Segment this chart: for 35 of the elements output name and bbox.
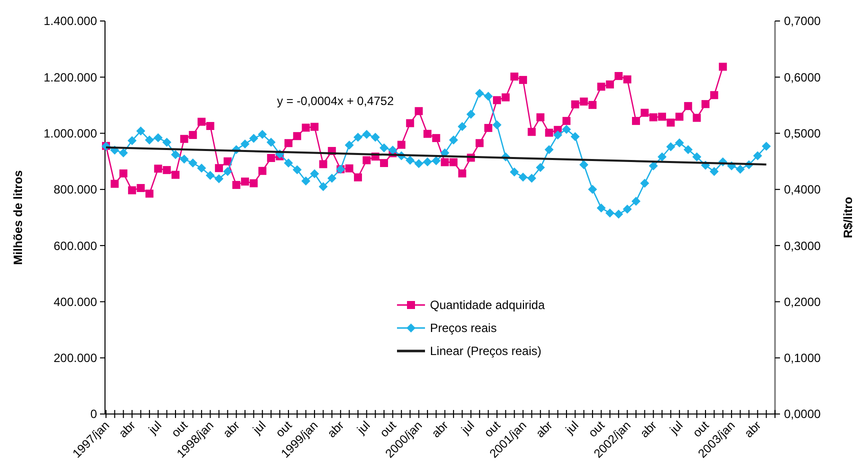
x-tick-label: jul	[145, 418, 164, 438]
y2-tick-label: 0,7000	[784, 14, 822, 28]
x-tick-label: abr	[116, 418, 138, 440]
y2-tick-label: 0,0000	[784, 407, 822, 422]
x-tick-label: abr	[533, 418, 556, 440]
y-tick-label: 0	[90, 407, 98, 422]
x-tick-label: jul	[562, 418, 582, 438]
x-tick-label: jul	[249, 418, 269, 438]
x-tick-label: jul	[458, 418, 478, 438]
annotation: y = -0,0004x + 0,4752	[277, 94, 394, 108]
y-tick-label: 1.000.000	[44, 126, 98, 140]
y2-tick-label: 0,6000	[784, 70, 822, 84]
x-tick-label: abr	[742, 418, 764, 440]
legend-label: Linear (Preços reais)	[430, 344, 542, 358]
y-tick-label: 200.000	[54, 351, 98, 366]
y-tick-label: 600.000	[54, 238, 98, 253]
y2-tick-label: 0,2000	[784, 294, 822, 309]
y-tick-label: 1.400.000	[44, 14, 98, 28]
x-tick-label: jul	[666, 418, 686, 438]
y-tick-label: 400.000	[54, 294, 98, 309]
legend-label: Preços reais	[430, 321, 497, 336]
y-tick-label: 1.200.000	[44, 70, 98, 84]
x-tick-label: jul	[354, 418, 373, 438]
y2-tick-label: 0,4000	[784, 182, 822, 197]
x-tick-label: abr	[220, 418, 242, 440]
y-tick-label: 800.000	[54, 182, 98, 197]
x-tick-label: abr	[637, 418, 660, 440]
legend-label: Quantidade adquirida	[430, 298, 546, 312]
y-axis-title: Milhões de litros	[11, 170, 25, 265]
y2-axis-title: R$/litro	[841, 196, 855, 238]
y2-tick-label: 0,3000	[784, 238, 822, 253]
y2-tick-label: 0,5000	[784, 126, 822, 140]
y2-tick-label: 0,1000	[784, 351, 822, 366]
x-tick-label: abr	[324, 418, 347, 440]
x-tick-label: abr	[428, 418, 451, 440]
